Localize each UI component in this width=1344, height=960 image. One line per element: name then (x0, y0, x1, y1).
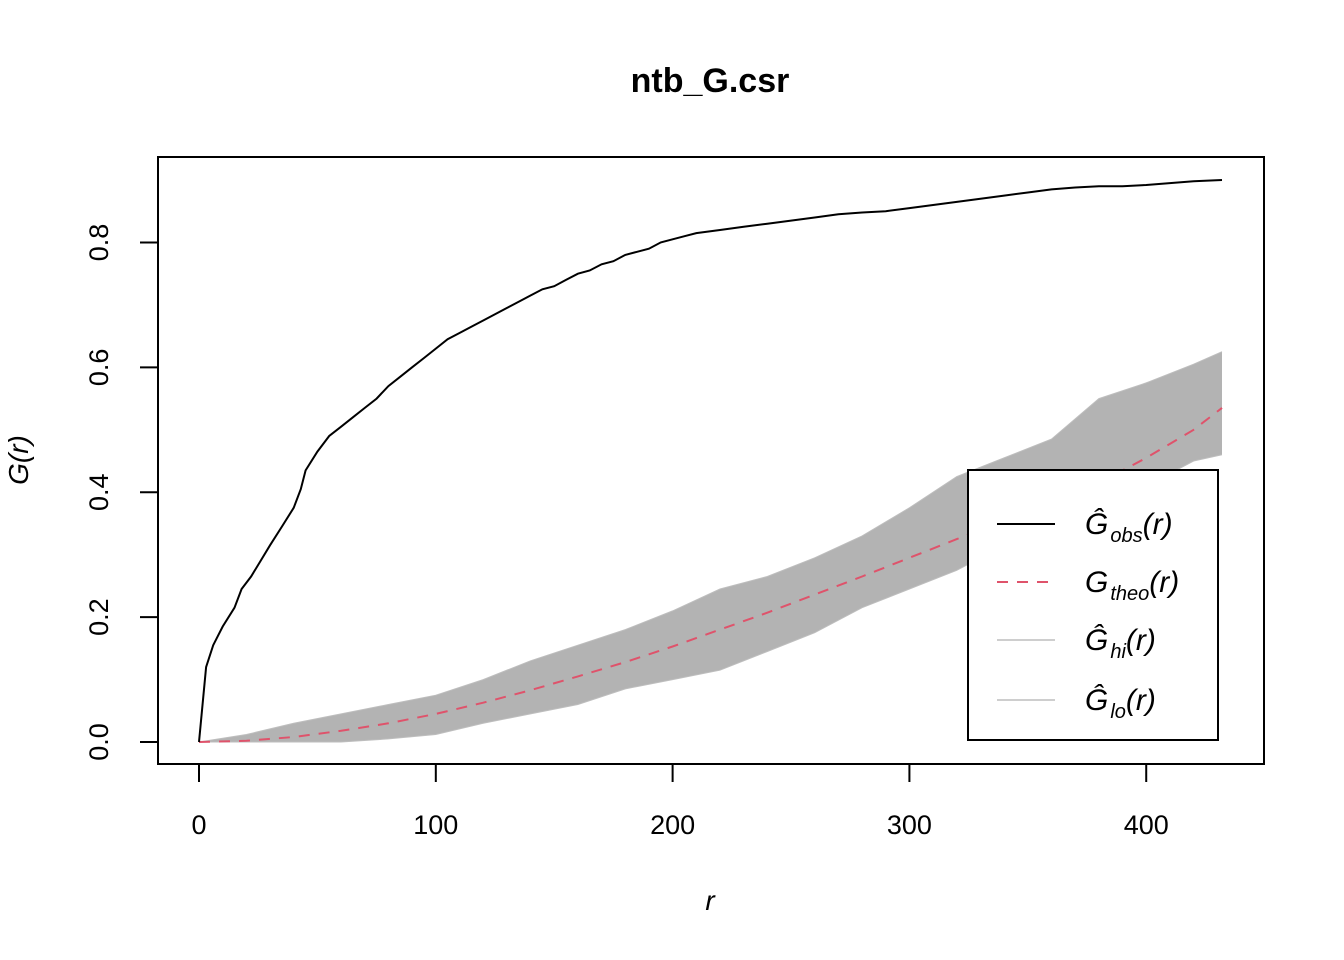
series-line-obs (198, 179, 1223, 743)
x-tick-label: 100 (413, 810, 458, 840)
envelope-layer (199, 351, 1222, 742)
y-tick-label: 0.4 (84, 473, 114, 511)
envelope-band (199, 351, 1222, 742)
legend-box (967, 469, 1219, 741)
chart-title: ntb_G.csr (631, 62, 790, 100)
x-tick-label: 200 (650, 810, 695, 840)
y-tick-label: 0.6 (84, 349, 114, 387)
x-tick-label: 300 (887, 810, 932, 840)
y-axis-label: G(r) (3, 435, 34, 485)
y-tick-label: 0.0 (84, 723, 114, 761)
x-tick-label: 0 (191, 810, 206, 840)
x-tick-label: 400 (1124, 810, 1169, 840)
x-axis: 0 100 200 300 400 (191, 763, 1169, 840)
y-axis: 0.0 0.2 0.4 0.6 0.8 (84, 224, 159, 761)
y-tick-label: 0.8 (84, 224, 114, 262)
y-tick-label: 0.2 (84, 598, 114, 636)
series-line-hi (198, 351, 1223, 743)
x-axis-label: r (705, 885, 716, 916)
